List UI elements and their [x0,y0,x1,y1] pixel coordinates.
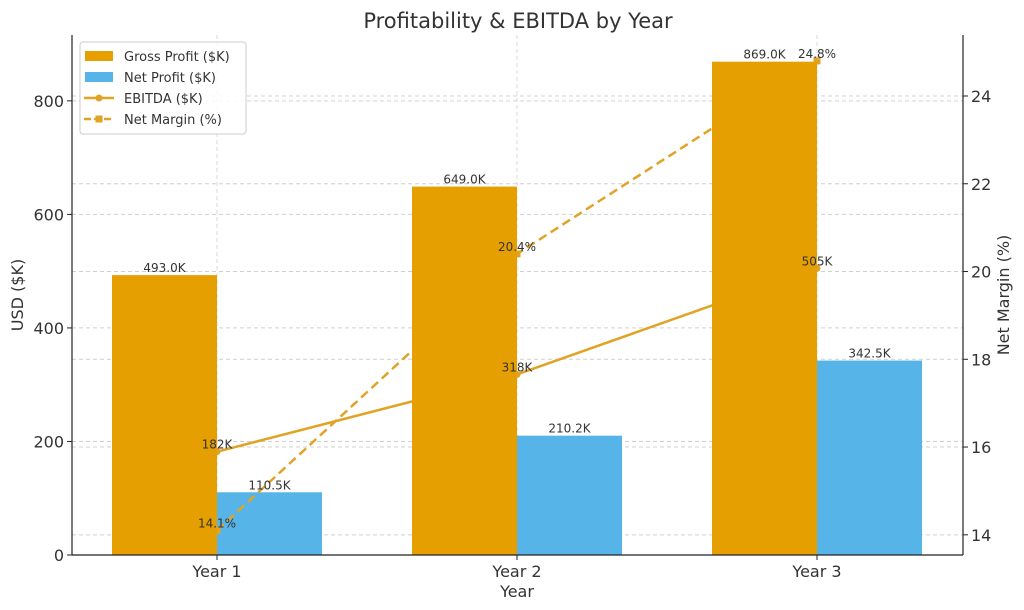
y-tick-label: 400 [33,319,64,338]
y-axis-label: USD ($K) [8,259,27,331]
gross-profit-label: 869.0K [743,48,786,62]
gross-profit-bar [412,186,517,555]
legend: Gross Profit ($K) Net Profit ($K) EBITDA (… [79,41,247,135]
ebitda-label: 182K [202,438,234,452]
y2-tick-label: 14 [971,526,991,545]
legend-label-1: Net Profit ($K) [124,71,216,86]
net-profit-bar [517,435,622,555]
net-margin-label: 24.8% [798,47,836,61]
net-profit-bar [217,492,322,555]
y2-tick-label: 24 [971,87,991,106]
ebitda-label: 318K [502,360,534,374]
gross-profit-label: 649.0K [443,173,486,187]
net-profit-label: 210.2K [548,422,591,436]
x-tick-label: Year 2 [491,562,541,581]
legend-label-2: EBITDA ($K) [124,92,203,107]
x-axis-label: Year [499,582,534,601]
legend-label-3: Net Margin (%) [124,113,222,128]
legend-marker-3 [95,115,103,123]
y2-tick-label: 18 [971,350,991,369]
y-tick-label: 800 [33,92,64,111]
y-tick-label: 600 [33,205,64,224]
x-tick-label: Year 3 [791,562,841,581]
gross-profit-label: 493.0K [143,261,186,275]
gross-profit-bar [112,275,217,555]
legend-swatch-0 [85,51,113,61]
y2-axis-label: Net Margin (%) [994,235,1013,356]
legend-box [79,41,247,135]
data-labels: 493.0K 649.0K 869.0K 110.5K 210.2K 342.5K 182K… [143,47,891,531]
net-margin-label: 14.1% [198,516,236,530]
y2-tick-label: 22 [971,175,991,194]
chart-title: Profitability & EBITDA by Year [363,9,673,33]
y-tick-label: 200 [33,432,64,451]
ebitda-label: 505K [802,254,834,268]
y2-tick-label: 16 [971,438,991,457]
axes: 0 200 400 600 800 14 16 18 20 22 24 Year 1 Year 2 Yea… [33,35,991,581]
net-profit-bar [817,360,922,555]
net-profit-bars [217,360,922,555]
x-tick-label: Year 1 [191,562,241,581]
y2-tick-label: 20 [971,263,991,282]
net-margin-point [813,57,821,65]
gross-profit-bar [712,61,817,556]
gross-profit-bars [112,61,817,556]
net-profit-label: 342.5K [848,347,891,361]
y-tick-label: 0 [54,546,64,565]
net-profit-label: 110.5K [248,478,291,492]
net-margin-label: 20.4% [498,240,536,254]
legend-swatch-1 [85,72,113,82]
legend-label-0: Gross Profit ($K) [124,50,230,65]
legend-marker-2 [95,94,103,102]
